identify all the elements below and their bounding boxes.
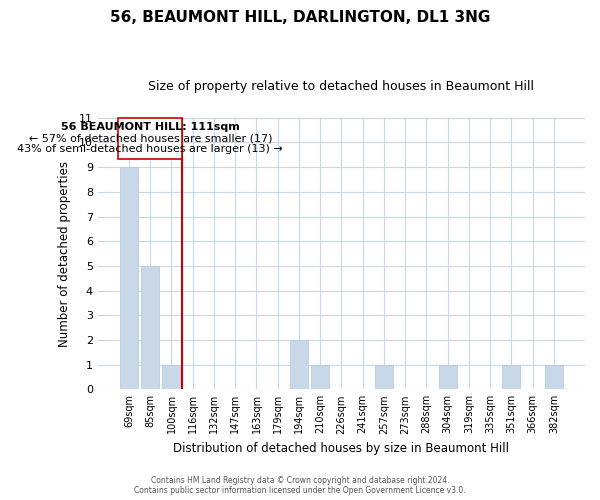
Bar [163,364,181,390]
Text: 43% of semi-detached houses are larger (13) →: 43% of semi-detached houses are larger (… [17,144,283,154]
Text: Contains HM Land Registry data © Crown copyright and database right 2024.
Contai: Contains HM Land Registry data © Crown c… [134,476,466,495]
Bar [545,364,563,390]
Bar [502,364,520,390]
Bar [120,167,138,390]
Bar [311,364,329,390]
Text: 56 BEAUMONT HILL: 111sqm: 56 BEAUMONT HILL: 111sqm [61,122,239,132]
Text: ← 57% of detached houses are smaller (17): ← 57% of detached houses are smaller (17… [29,133,272,143]
Y-axis label: Number of detached properties: Number of detached properties [58,160,71,346]
Bar [375,364,393,390]
Bar [439,364,457,390]
FancyBboxPatch shape [118,118,182,158]
X-axis label: Distribution of detached houses by size in Beaumont Hill: Distribution of detached houses by size … [173,442,509,455]
Title: Size of property relative to detached houses in Beaumont Hill: Size of property relative to detached ho… [148,80,535,93]
Bar [141,266,159,390]
Text: 56, BEAUMONT HILL, DARLINGTON, DL1 3NG: 56, BEAUMONT HILL, DARLINGTON, DL1 3NG [110,10,490,25]
Bar [290,340,308,390]
